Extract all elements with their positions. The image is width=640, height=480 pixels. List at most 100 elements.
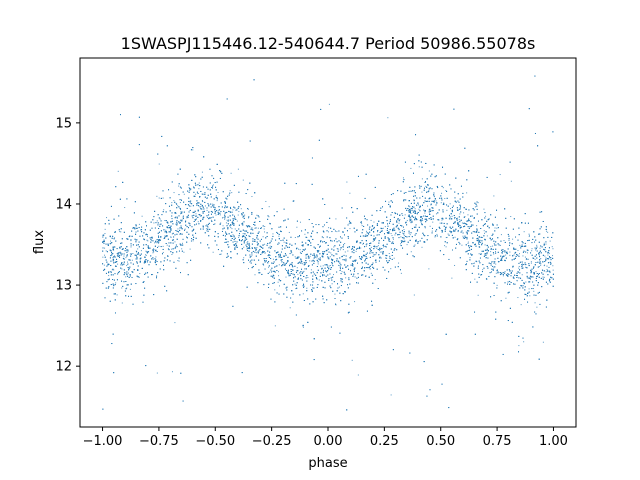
data-point bbox=[298, 277, 300, 279]
data-point bbox=[490, 246, 492, 248]
data-point bbox=[369, 251, 371, 253]
data-point bbox=[545, 271, 547, 273]
data-point bbox=[230, 227, 232, 229]
data-point bbox=[298, 248, 300, 250]
data-point bbox=[527, 277, 529, 279]
data-point bbox=[232, 234, 234, 236]
data-point bbox=[545, 243, 547, 245]
data-point bbox=[271, 275, 273, 277]
data-point bbox=[312, 287, 314, 289]
data-point bbox=[374, 279, 376, 281]
data-point bbox=[247, 208, 249, 210]
data-point bbox=[434, 236, 436, 238]
data-point bbox=[543, 276, 545, 278]
data-point bbox=[319, 246, 321, 248]
data-point bbox=[183, 193, 185, 195]
data-point bbox=[309, 255, 311, 257]
data-point bbox=[424, 227, 426, 229]
data-point bbox=[499, 174, 501, 176]
data-point bbox=[550, 262, 552, 264]
data-point bbox=[345, 277, 347, 279]
scatter-points bbox=[102, 75, 554, 411]
data-point bbox=[531, 276, 533, 277]
data-point bbox=[435, 213, 437, 215]
data-point bbox=[234, 228, 236, 230]
data-point bbox=[531, 248, 533, 250]
data-point bbox=[328, 227, 330, 229]
data-point bbox=[519, 244, 521, 246]
data-point bbox=[457, 231, 459, 233]
data-point bbox=[198, 188, 200, 190]
data-point bbox=[433, 200, 435, 202]
data-point bbox=[335, 218, 337, 220]
data-point bbox=[177, 260, 179, 262]
data-point bbox=[192, 149, 194, 151]
data-point bbox=[173, 200, 175, 202]
data-point bbox=[361, 225, 363, 227]
data-point bbox=[463, 212, 465, 214]
data-point bbox=[547, 231, 549, 233]
data-point bbox=[110, 242, 112, 244]
data-point bbox=[135, 250, 137, 252]
data-point bbox=[146, 239, 148, 241]
data-point bbox=[536, 244, 538, 246]
data-point bbox=[299, 221, 301, 223]
data-point bbox=[115, 282, 117, 284]
data-point bbox=[177, 228, 179, 230]
data-point bbox=[152, 258, 154, 260]
data-point bbox=[418, 208, 420, 210]
data-point bbox=[476, 261, 478, 263]
data-point bbox=[399, 219, 401, 221]
data-point bbox=[198, 202, 200, 204]
data-point bbox=[496, 284, 498, 286]
data-point bbox=[296, 267, 298, 269]
data-point bbox=[239, 230, 241, 232]
data-point bbox=[112, 257, 114, 259]
data-point bbox=[269, 222, 271, 224]
data-point bbox=[373, 238, 375, 240]
data-point bbox=[144, 261, 146, 263]
data-point bbox=[102, 256, 104, 258]
data-point bbox=[351, 359, 353, 361]
data-point bbox=[390, 233, 392, 235]
data-point bbox=[158, 241, 160, 243]
data-point bbox=[274, 289, 276, 291]
data-point bbox=[414, 208, 416, 210]
data-point bbox=[454, 264, 456, 266]
data-point bbox=[394, 234, 396, 236]
data-point bbox=[153, 251, 155, 253]
data-point bbox=[206, 224, 208, 226]
data-point bbox=[121, 287, 123, 289]
data-point bbox=[410, 212, 412, 214]
data-point bbox=[171, 371, 173, 373]
data-point bbox=[427, 205, 429, 207]
data-point bbox=[302, 326, 304, 328]
data-point bbox=[307, 257, 309, 259]
data-point bbox=[111, 269, 113, 271]
data-point bbox=[162, 245, 164, 247]
data-point bbox=[449, 208, 451, 210]
data-point bbox=[528, 236, 530, 238]
data-point bbox=[212, 184, 214, 186]
data-point bbox=[174, 322, 176, 324]
data-point bbox=[466, 237, 468, 239]
data-point bbox=[494, 227, 496, 229]
data-point bbox=[238, 236, 240, 238]
data-point bbox=[403, 199, 405, 201]
data-point bbox=[156, 242, 158, 244]
data-point bbox=[285, 276, 287, 278]
data-point bbox=[294, 283, 296, 285]
data-point bbox=[544, 264, 546, 266]
data-point bbox=[127, 263, 129, 265]
data-point bbox=[272, 258, 274, 260]
data-point bbox=[478, 236, 480, 238]
data-point bbox=[210, 219, 212, 221]
data-point bbox=[231, 192, 233, 194]
data-point bbox=[467, 214, 469, 216]
data-point bbox=[220, 222, 222, 224]
data-point bbox=[243, 246, 245, 248]
data-point bbox=[278, 242, 280, 244]
data-point bbox=[231, 228, 233, 230]
data-point bbox=[162, 251, 164, 253]
data-point bbox=[263, 228, 265, 230]
